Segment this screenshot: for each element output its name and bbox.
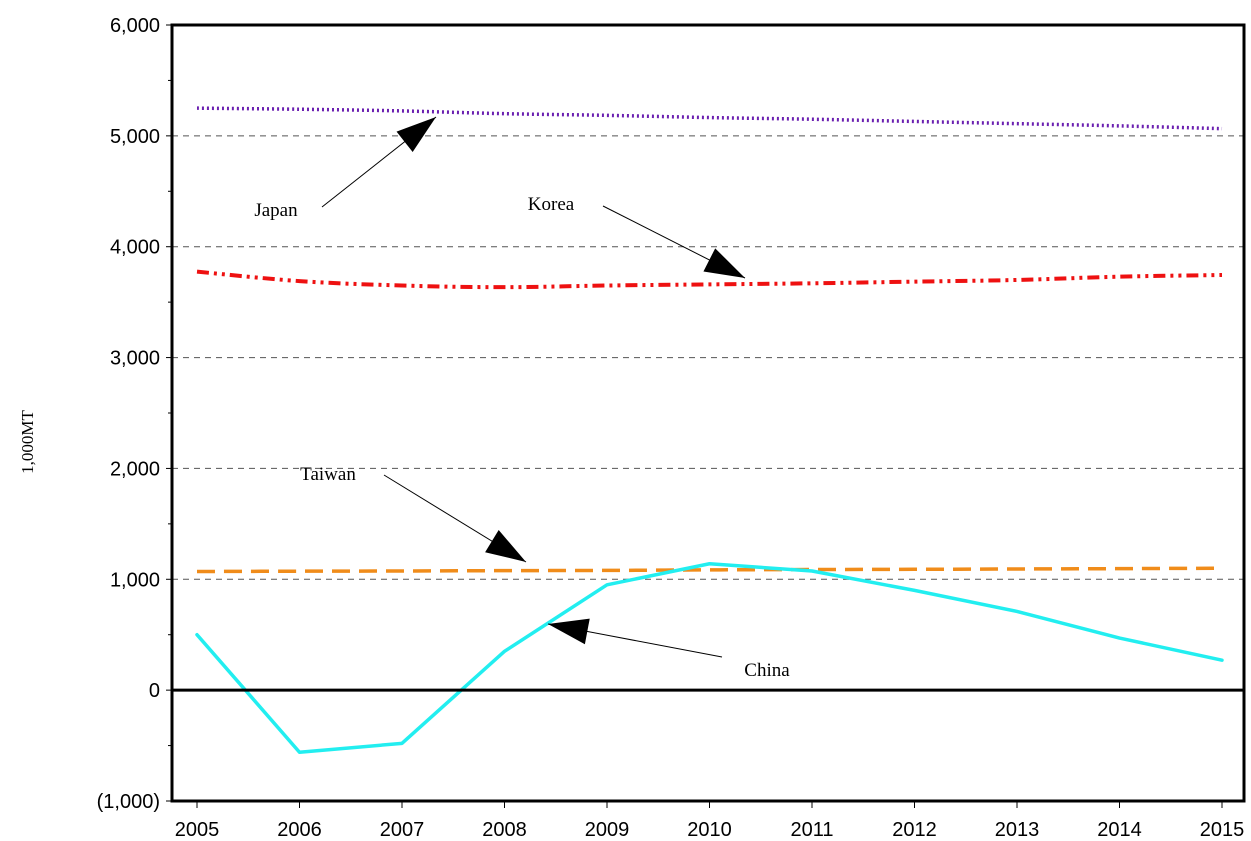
series-line-japan bbox=[196, 106, 1223, 131]
annotation-arrowhead-china bbox=[548, 618, 590, 645]
axes: (1,000) 0 1,000 2,000 3,000 4,000 5,000 6,000 20… bbox=[97, 15, 1246, 841]
x-tick-label: 2007 bbox=[380, 819, 425, 841]
y-tick-label: 6,000 bbox=[110, 15, 160, 37]
annotation-label-taiwan: Taiwan bbox=[300, 464, 356, 485]
annotation-label-china: China bbox=[744, 660, 790, 681]
x-tick-label: 2012 bbox=[892, 819, 937, 841]
series-line-china bbox=[195, 562, 1224, 754]
annotation-arrowhead-japan bbox=[396, 117, 436, 152]
series-lines bbox=[195, 106, 1224, 754]
x-tick-label: 2015 bbox=[1200, 819, 1245, 841]
y-tick-label: 4,000 bbox=[110, 237, 160, 259]
x-tick-label: 2009 bbox=[585, 819, 630, 841]
y-tick-label: 5,000 bbox=[110, 126, 160, 148]
x-tick-label: 2014 bbox=[1097, 819, 1142, 841]
gridlines bbox=[172, 135, 1244, 580]
annotation-label-japan: Japan bbox=[254, 200, 298, 221]
y-axis-label: 1,000MT bbox=[18, 410, 37, 474]
plot-frame bbox=[170, 23, 1246, 803]
x-tick-label: 2010 bbox=[687, 819, 732, 841]
annotations: Japan Korea Taiwan China bbox=[254, 116, 790, 681]
x-tick-label: 2006 bbox=[277, 819, 322, 841]
y-tick-label: 2,000 bbox=[110, 458, 160, 480]
x-tick-label: 2011 bbox=[790, 819, 833, 841]
x-tick-label: 2008 bbox=[482, 819, 527, 841]
y-tick-label: (1,000) bbox=[97, 791, 160, 813]
x-tick-label: 2005 bbox=[175, 819, 220, 841]
y-tick-label: 3,000 bbox=[110, 348, 160, 370]
annotation-label-korea: Korea bbox=[528, 194, 575, 215]
x-tick-label: 2013 bbox=[995, 819, 1040, 841]
annotation-arrowhead-korea bbox=[703, 248, 745, 278]
annotation-arrowhead-taiwan bbox=[485, 530, 526, 562]
series-line-korea bbox=[196, 269, 1223, 290]
y-tick-label: 0 bbox=[149, 680, 160, 702]
y-tick-label: 1,000 bbox=[110, 569, 160, 591]
series-line-taiwan bbox=[196, 566, 1223, 574]
